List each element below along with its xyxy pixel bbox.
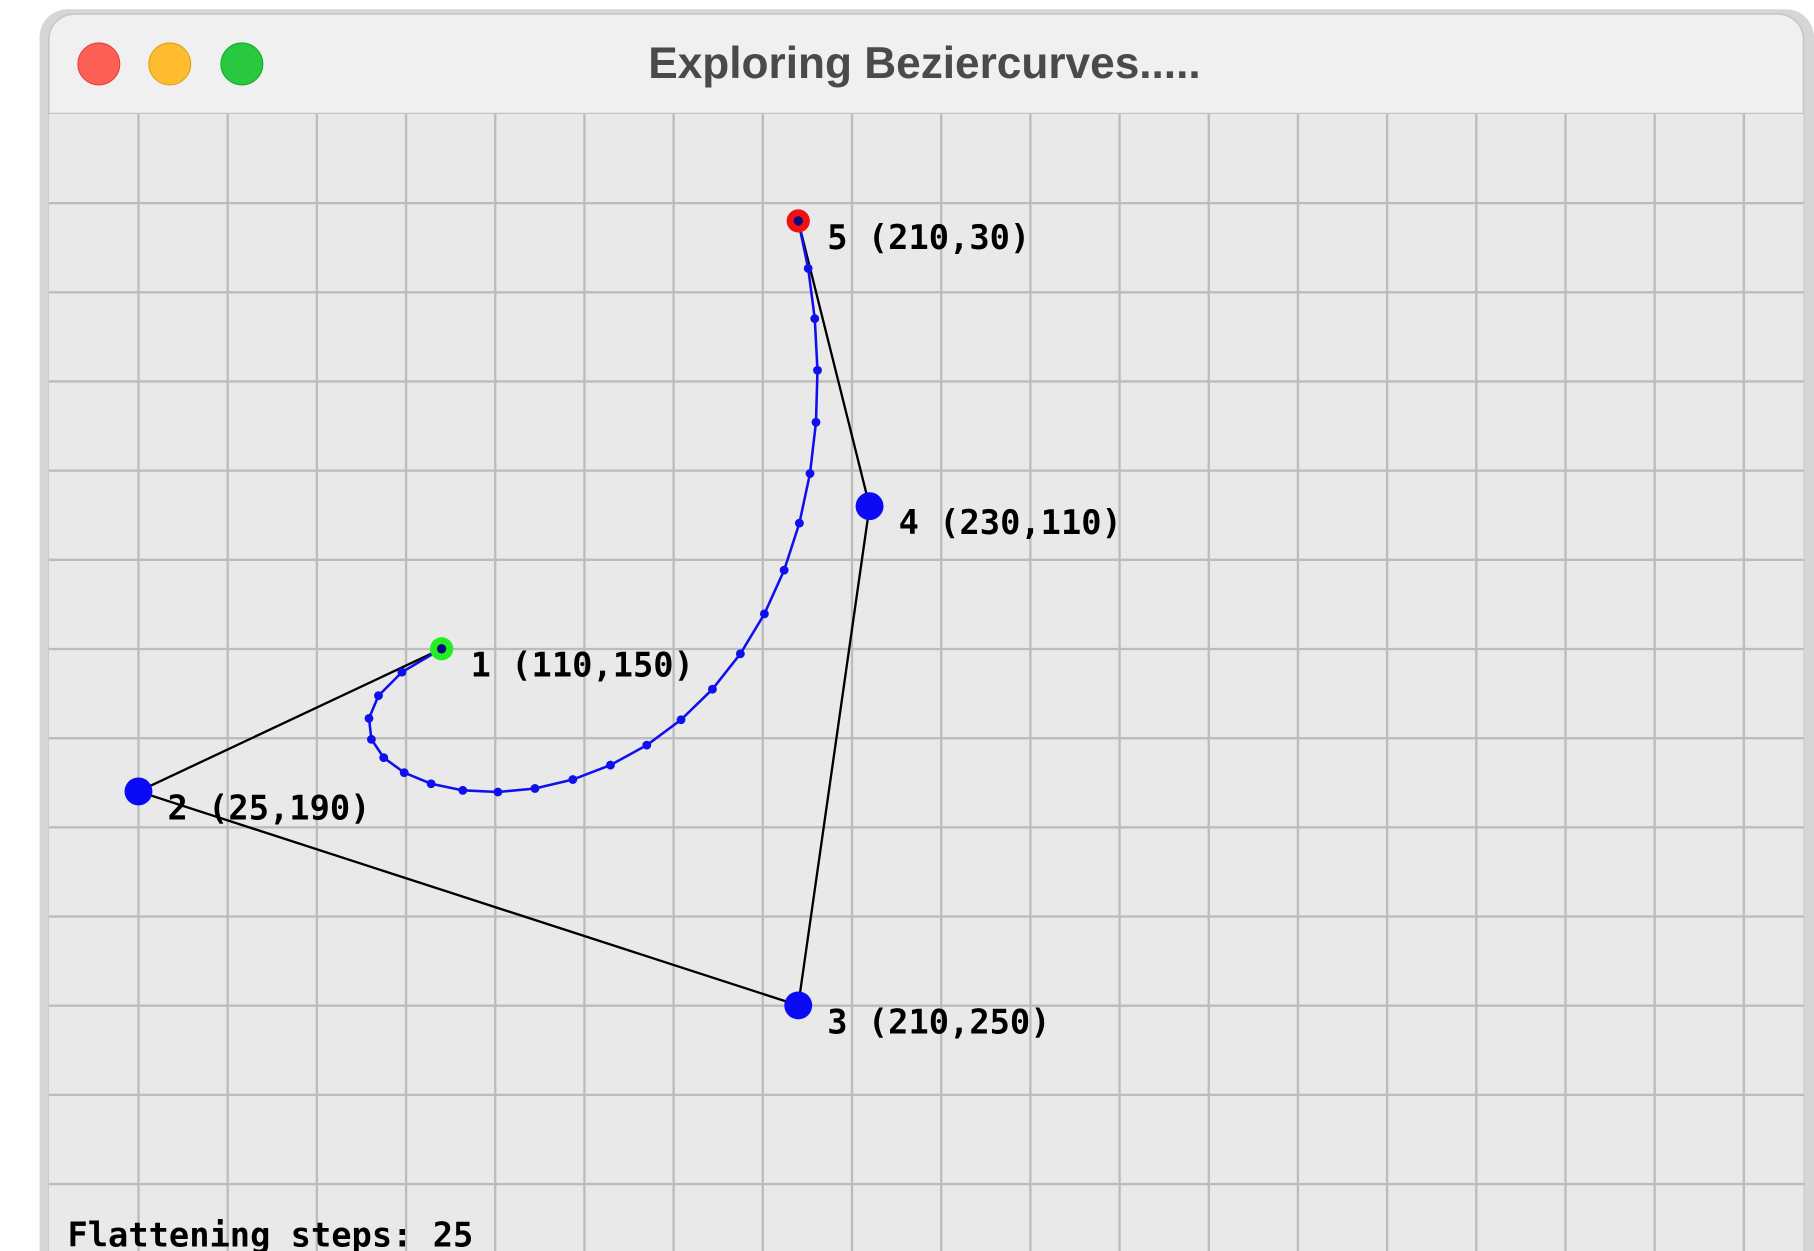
canvas: 1 (110,150) 2 (25,190) 3 (210,250) 4 (230,1… (48, 113, 1804, 1251)
control-point (784, 991, 813, 1020)
curve-sample (374, 691, 383, 701)
curve-sample (642, 740, 652, 750)
curve-sample (493, 787, 503, 797)
curve-sample (426, 779, 436, 789)
curve-sample (364, 713, 374, 723)
curve-sample (803, 263, 813, 273)
curve-sample (813, 365, 822, 375)
canvas-background (48, 113, 1804, 1251)
curve-sample (779, 565, 789, 575)
curve-sample (530, 784, 540, 793)
status-text: Flattening steps: 25 (67, 1215, 473, 1251)
control-point-center (793, 216, 803, 226)
point-label: 3 (210,250) (827, 1002, 1050, 1041)
curve-sample (397, 667, 407, 677)
curve-sample (366, 734, 376, 744)
curve-sample (399, 768, 409, 778)
curve-sample (735, 649, 745, 659)
zoom-button[interactable] (220, 42, 264, 86)
curve-sample (811, 417, 821, 427)
curve-sample (606, 760, 615, 770)
point-label: 5 (210,30) (827, 218, 1030, 257)
minimize-button[interactable] (148, 42, 192, 86)
curve-sample (759, 609, 769, 619)
curve-sample (810, 314, 820, 324)
control-point (124, 777, 153, 806)
control-point-center (436, 644, 447, 654)
close-button[interactable] (77, 42, 121, 86)
curve-sample (708, 684, 717, 694)
control-point (855, 492, 884, 521)
curve-sample (568, 775, 578, 784)
curve-sample (794, 518, 804, 528)
point-label: 2 (25,190) (168, 788, 371, 827)
window-title: Exploring Beziercurves..... (648, 39, 1200, 88)
curve-sample (379, 753, 389, 763)
curve-sample (805, 469, 815, 478)
point-label: 1 (110,150) (471, 646, 694, 685)
curve-sample (458, 785, 468, 795)
point-label: 4 (230,110) (899, 503, 1122, 542)
curve-sample (676, 715, 686, 725)
